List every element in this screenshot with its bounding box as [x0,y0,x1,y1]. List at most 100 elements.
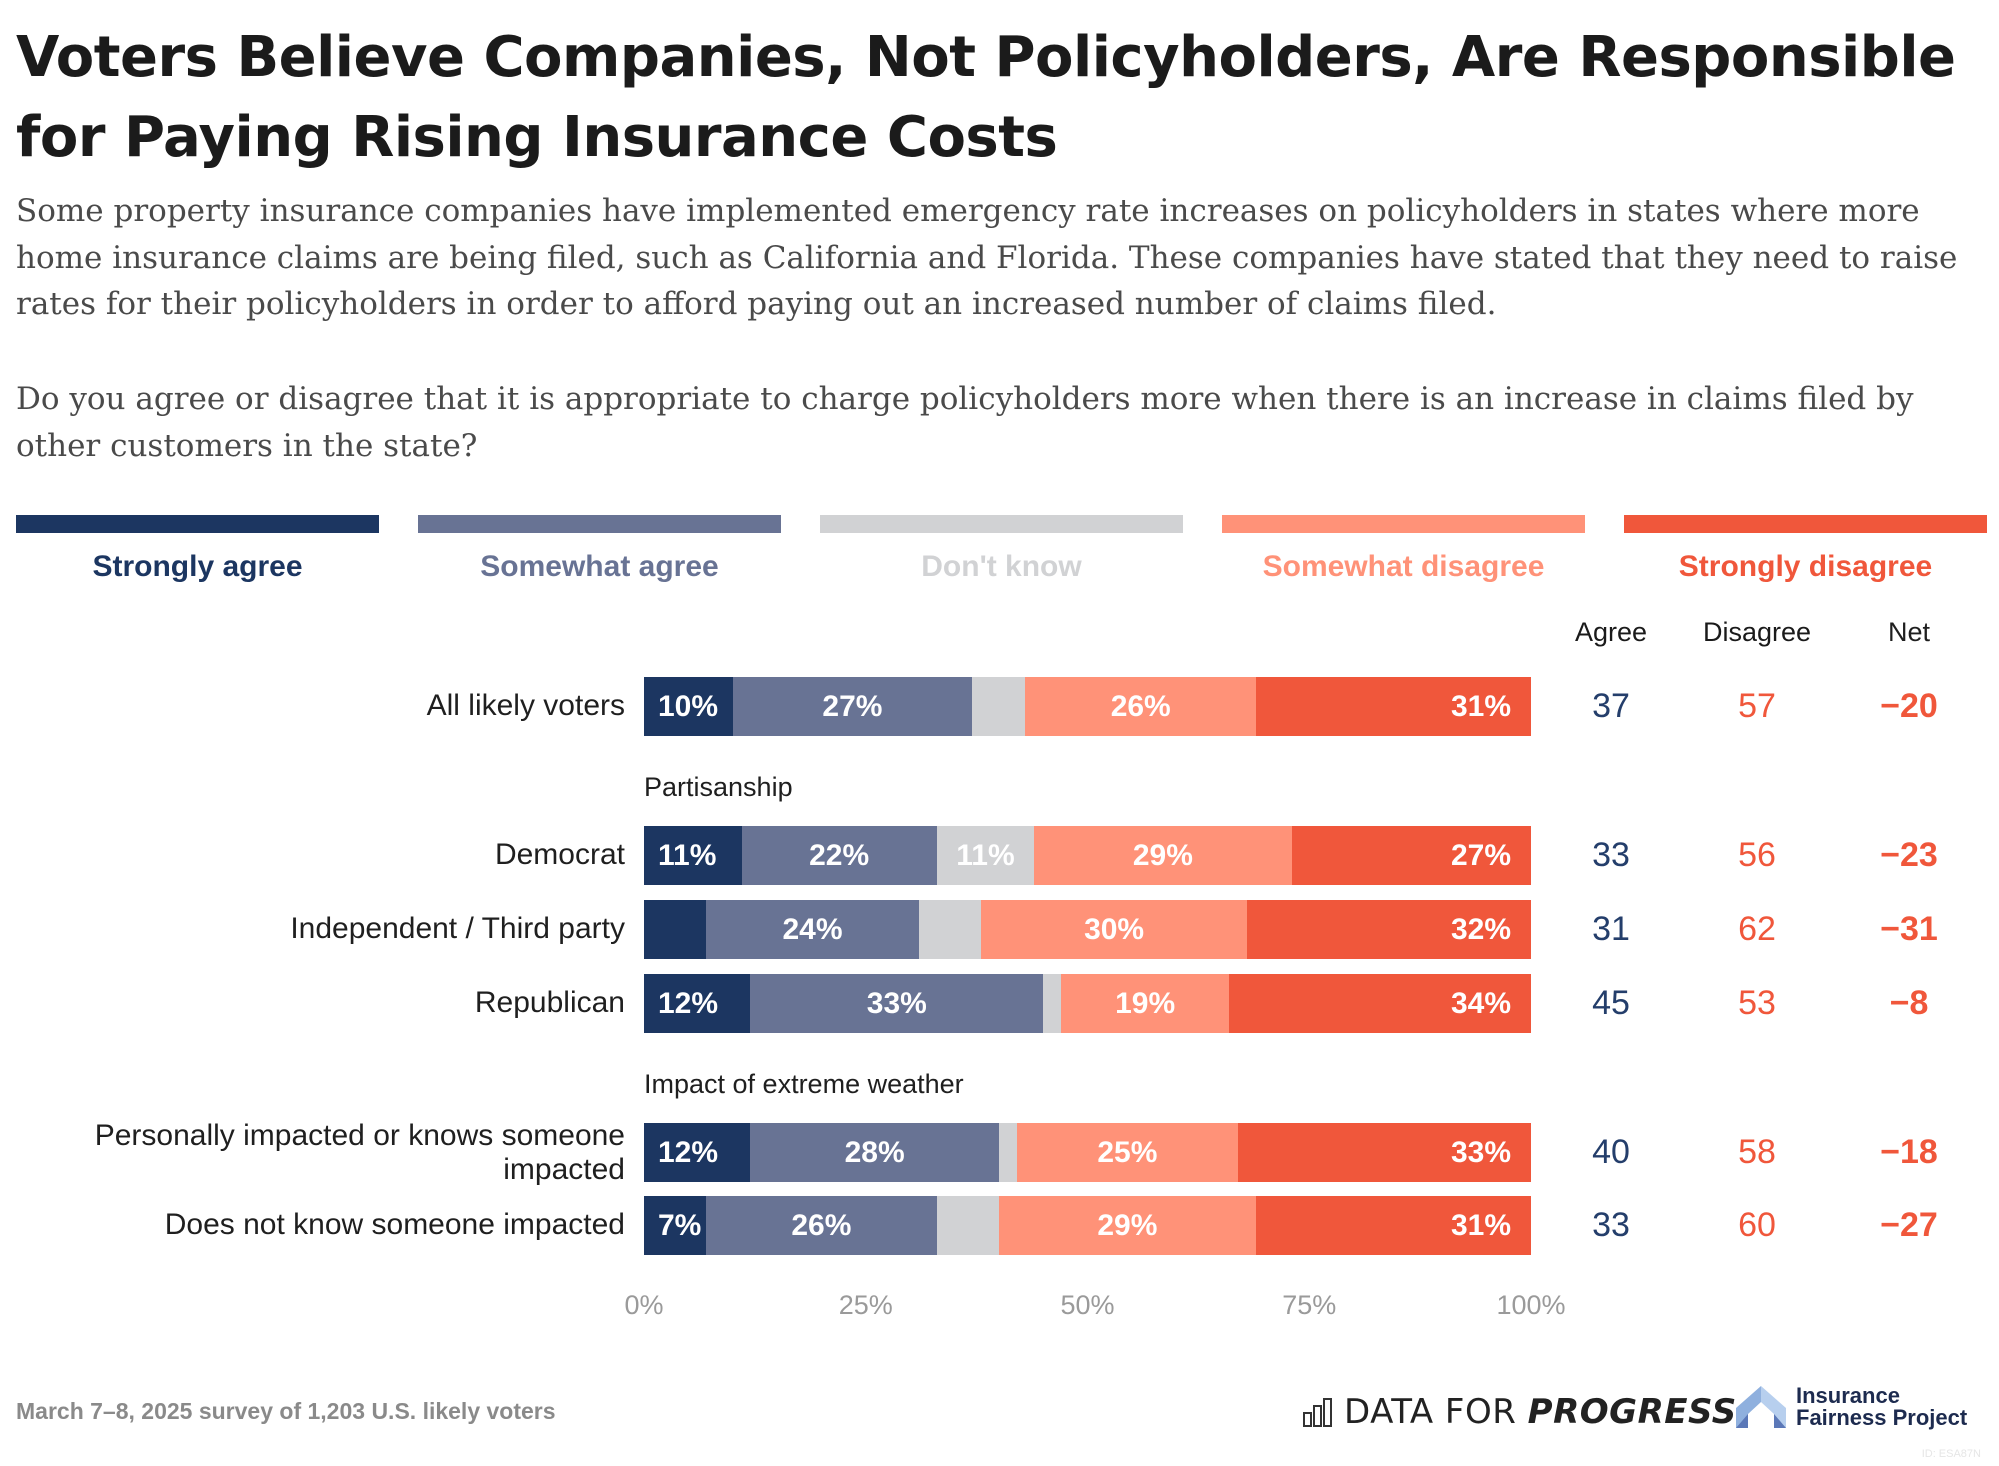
bar-segment-somewhat-disagree [1034,826,1292,885]
bar-segment-don-t-know [972,677,1026,736]
bar-segment-don-t-know [936,1196,1000,1255]
row-label-all-likely-voters: All likely voters [426,689,625,722]
group-label-partisanship: Partisanship [644,772,793,802]
data-label-somewhat-disagree: 29% [1132,838,1193,872]
image-id-watermark: ID: ESA87N [1921,1448,1981,1460]
bar-segment-strongly-disagree [1238,1123,1532,1182]
bar-segment-strongly-agree [644,1196,707,1255]
footer-source-note: March 7–8, 2025 survey of 1,203 U.S. lik… [16,1398,556,1424]
data-label-strongly-disagree: 33% [1450,1135,1511,1169]
legend-swatch [1624,515,1987,533]
data-label-strongly-disagree: 34% [1450,986,1511,1020]
bar-segment-somewhat-disagree [1060,974,1230,1033]
data-label-strongly-agree: 12% [658,1135,719,1169]
bar-segment-strongly-agree [644,900,707,959]
bar-segment-strongly-agree [644,974,751,1033]
disagree-value: 62 [1738,910,1776,948]
group-label-impact-of-extreme-weather: Impact of extreme weather [644,1069,964,1099]
x-tick-label: 100% [1496,1290,1566,1320]
agree-value: 33 [1592,836,1630,874]
legend-item-don-t-know: Don't know [820,515,1183,584]
disagree-value: 57 [1738,687,1776,725]
bar-segment-strongly-disagree [1229,974,1532,1033]
bar-does-not-know-someone-impacted: 7% 26% 29% 31% [644,1196,1532,1255]
bar-all-likely-voters: 10% 27% 26% 31% [644,677,1532,736]
legend-label: Strongly disagree [1678,550,1933,583]
legend-item-strongly-disagree: Strongly disagree [1624,515,1987,584]
net-value: −20 [1880,687,1938,725]
agree-value: 37 [1592,687,1630,725]
bar-segment-strongly-disagree [1247,900,1532,959]
net-value: −27 [1880,1206,1938,1244]
data-label-somewhat-disagree: 30% [1084,912,1145,946]
agree-value: 40 [1592,1133,1630,1171]
agree-value: 33 [1592,1206,1630,1244]
data-label-somewhat-disagree: 26% [1110,689,1171,723]
disagree-value: 60 [1738,1206,1776,1244]
bar-segment-strongly-disagree [1256,1196,1532,1255]
data-label-strongly-disagree: 32% [1450,912,1511,946]
survey-question: Do you agree or disagree that it is appr… [16,381,1914,464]
legend-swatch [16,515,379,533]
data-label-strongly-disagree: 31% [1450,1208,1511,1242]
data-label-somewhat-disagree: 25% [1097,1135,1158,1169]
data-label-somewhat-disagree: 19% [1115,986,1176,1020]
bar-democrat: 11% 22% 11% 29% 27% [644,826,1532,885]
data-for-progress-logo: DATA FOR PROGRESS [1302,1392,1737,1432]
bar-segment-don-t-know [1043,974,1062,1033]
legend-label: Somewhat agree [480,550,719,583]
insurance-fairness-project-logo: Insurance Fairness Project [1736,1385,1967,1429]
data-label-somewhat-agree: 26% [791,1208,852,1242]
bar-segment-somewhat-agree [750,974,1044,1033]
agree-value: 45 [1592,984,1630,1022]
x-tick-label: 75% [1282,1290,1337,1320]
bar-segment-somewhat-agree [706,900,920,959]
net-value: −8 [1889,984,1929,1022]
legend-item-strongly-agree: Strongly agree [16,515,379,584]
bar-segment-strongly-agree [644,826,743,885]
net-value: −18 [1880,1133,1938,1171]
house-icon [1736,1386,1786,1428]
data-label-strongly-agree: 11% [658,838,717,872]
disagree-value: 53 [1738,984,1776,1022]
data-label-somewhat-agree: 28% [844,1135,905,1169]
bar-segment-strongly-agree [644,677,734,736]
bar-segment-strongly-disagree [1291,826,1532,885]
bar-segment-don-t-know [918,900,982,959]
bar-chart-icon [1303,1398,1332,1427]
chart-title: Voters Believe Companies, Not Policyhold… [16,25,1956,170]
x-tick-label: 50% [1060,1290,1115,1320]
net-value: −23 [1880,836,1938,874]
column-header-agree: Agree [1574,617,1648,647]
column-header-disagree: Disagree [1702,617,1812,647]
row-label-republican: Republican [474,986,625,1019]
data-label-don-t-know: 11% [956,838,1015,872]
bar-segment-somewhat-disagree [1025,677,1257,736]
row-label-does-not-know-someone-impacted: Does not know someone impacted [164,1208,625,1241]
x-tick-label: 25% [838,1290,893,1320]
legend-swatch [418,515,781,533]
bar-republican: 12% 33% 19% 34% [644,974,1532,1033]
bar-segment-don-t-know [936,826,1035,885]
bar-personally-impacted-or-knows-someone-impacted: 12% 28% 25% 33% [644,1123,1532,1182]
data-label-somewhat-agree: 22% [809,838,870,872]
chart-subtitle: Some property insurance companies have i… [16,193,1958,322]
data-label-strongly-agree: 7% [658,1208,702,1242]
bar-segment-strongly-disagree [1256,677,1532,736]
column-header-net: Net [1887,617,1931,647]
legend-swatch [1222,515,1585,533]
bar-segment-somewhat-agree [750,1123,1000,1182]
data-label-strongly-agree: 12% [658,986,719,1020]
ifp-wordmark-line1: Insurance [1796,1383,1900,1408]
row-label-personally-impacted-or-knows-someone-impacted: Personally impacted or knows someone imp… [94,1119,625,1186]
bar-independent-third-party: 24% 30% 32% [644,900,1532,959]
disagree-value: 58 [1738,1133,1776,1171]
bar-segment-strongly-agree [644,1123,751,1182]
data-label-somewhat-agree: 33% [866,986,927,1020]
bar-segment-somewhat-disagree [981,900,1248,959]
bar-segment-somewhat-disagree [1016,1123,1239,1182]
wordmark-bold: PROGRESS [1527,1392,1737,1432]
agree-value: 31 [1592,910,1630,948]
legend-label: Somewhat disagree [1262,550,1545,583]
x-tick-label: 0% [624,1290,664,1320]
